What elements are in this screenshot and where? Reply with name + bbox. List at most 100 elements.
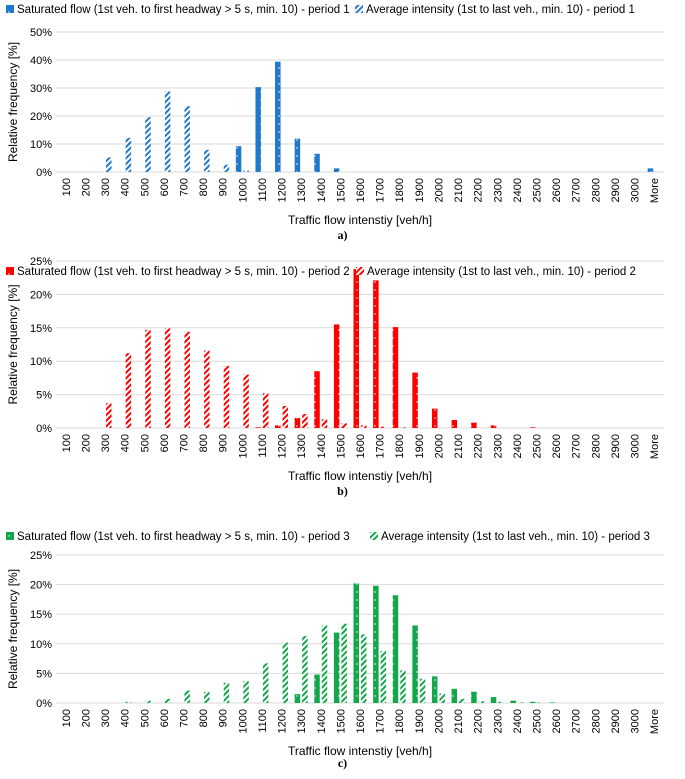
bar-saturated-2500 <box>530 701 536 703</box>
y-axis-title: Relative frequency [%] <box>6 569 20 689</box>
y-tick-label: 15% <box>30 323 52 335</box>
x-tick-label: 2000 <box>433 178 445 202</box>
bar-average-1000 <box>243 681 249 703</box>
x-tick-label: 500 <box>139 178 151 196</box>
x-axis-title: Traffic flow intenstiy [veh/h] <box>288 744 432 758</box>
y-tick-label: 0% <box>36 167 52 179</box>
chart-c: 0% 5% 10% 15% 20% 25% 100 200 300 400 500 600 700 800… <box>6 531 664 758</box>
bar-saturated-2000 <box>431 408 438 428</box>
x-tick-label: 2900 <box>610 434 622 458</box>
bar-average-600 <box>164 698 171 703</box>
x-tick-label: 2300 <box>492 434 504 458</box>
caption-a: a) <box>337 228 348 242</box>
y-tick-label: 25% <box>30 550 52 562</box>
x-tick-label: 1100 <box>257 178 269 202</box>
bar-saturated-2100 <box>451 419 458 428</box>
x-tick-label: 2400 <box>512 434 524 458</box>
bar-saturated-1400 <box>314 153 320 172</box>
bar-saturated-2400 <box>510 700 516 703</box>
x-tick-label: 1200 <box>277 178 289 202</box>
x-tick-label: 3000 <box>630 178 642 202</box>
x-tick-label: 500 <box>139 709 151 727</box>
legend-swatch <box>370 532 378 540</box>
bar-saturated-More <box>647 168 654 172</box>
legend-label: Average intensity (1st to last veh., min… <box>367 266 636 278</box>
bar-average-1700 <box>380 426 387 428</box>
x-tick-label: 2200 <box>473 178 485 202</box>
x-tick-label: 500 <box>139 434 151 452</box>
y-tick-label: 30% <box>30 83 52 95</box>
bar-saturated-1000 <box>235 146 242 172</box>
x-tick-label: 1100 <box>257 709 269 733</box>
x-tick-label: 100 <box>61 178 73 196</box>
bar-average-1500 <box>341 623 347 703</box>
legend-label: Saturated flow (1st veh. to first headwa… <box>17 266 350 278</box>
x-tick-label: 1600 <box>355 178 367 202</box>
x-tick-label: 900 <box>218 434 230 452</box>
y-tick-label: 5% <box>36 390 52 402</box>
chart-b: 0% 5% 10% 15% 20% 25% 100 200 300 400 500 600 700 800… <box>6 256 664 483</box>
x-tick-label: 2600 <box>551 709 563 733</box>
bar-saturated-1500 <box>333 168 340 172</box>
x-tick-label: 400 <box>120 434 132 452</box>
bar-average-1600 <box>361 634 367 703</box>
bar-average-1900 <box>419 678 426 703</box>
bar-saturated-2300 <box>490 425 497 428</box>
x-tick-label: 1300 <box>296 178 308 202</box>
x-tick-label: 2300 <box>492 709 504 733</box>
bar-saturated-1300 <box>294 694 301 703</box>
bar-average-1800 <box>400 670 406 703</box>
x-tick-label: 2200 <box>473 709 485 733</box>
y-tick-label: 20% <box>30 580 52 592</box>
x-tick-label: 1400 <box>316 434 328 458</box>
x-tick-label: More <box>649 709 661 734</box>
bar-average-800 <box>204 350 210 428</box>
y-tick-label: 0% <box>36 423 52 435</box>
x-tick-label: 2800 <box>590 434 602 458</box>
bar-average-2300 <box>498 701 504 703</box>
x-tick-label: 1500 <box>335 434 347 458</box>
bar-average-900 <box>223 682 230 703</box>
x-tick-label: 600 <box>159 178 171 196</box>
x-tick-label: 2000 <box>433 709 445 733</box>
bar-average-900 <box>223 164 230 172</box>
x-tick-label: 1500 <box>335 709 347 733</box>
x-tick-label: 1300 <box>296 434 308 458</box>
x-tick-label: 2800 <box>590 709 602 733</box>
x-tick-label: 1900 <box>414 178 426 202</box>
x-tick-label: 1400 <box>316 178 328 202</box>
x-tick-label: 1200 <box>277 709 289 733</box>
x-tick-label: 2600 <box>551 434 563 458</box>
bar-average-400 <box>125 701 132 703</box>
x-tick-label: 700 <box>178 178 190 196</box>
y-tick-label: 10% <box>30 356 52 368</box>
bar-saturated-1900 <box>412 625 418 703</box>
x-tick-label: 600 <box>159 434 171 452</box>
x-tick-label: 1900 <box>414 709 426 733</box>
bar-average-1200 <box>282 642 289 703</box>
bar-average-800 <box>204 691 210 703</box>
x-tick-label: 200 <box>80 178 92 196</box>
caption-c: c) <box>337 756 348 770</box>
x-tick-label: 100 <box>61 434 73 452</box>
bar-saturated-1300 <box>294 138 301 172</box>
bar-saturated-1800 <box>392 327 399 428</box>
x-tick-label: 2700 <box>571 709 583 733</box>
chart-panel-a: 0% 10% 20% 30% 40% 50% 100 200 300 400 500 600 700 80… <box>0 0 685 248</box>
bar-saturated-1500 <box>333 324 340 428</box>
y-tick-label: 15% <box>30 609 52 621</box>
y-tick-label: 40% <box>30 55 52 67</box>
bar-average-1300 <box>302 413 308 428</box>
bar-saturated-1200 <box>275 61 281 172</box>
bar-average-700 <box>184 690 190 703</box>
legend-label: Average intensity (1st to last veh., min… <box>366 4 635 16</box>
x-tick-label: 1300 <box>296 709 308 733</box>
bar-saturated-1400 <box>314 674 320 703</box>
x-tick-label: 100 <box>61 709 73 727</box>
x-tick-label: 700 <box>178 709 190 727</box>
x-tick-label: 2500 <box>532 178 544 202</box>
bar-average-300 <box>106 403 112 428</box>
x-tick-label: 900 <box>218 178 230 196</box>
bar-average-2200 <box>478 701 485 703</box>
x-tick-label: 800 <box>198 434 210 452</box>
